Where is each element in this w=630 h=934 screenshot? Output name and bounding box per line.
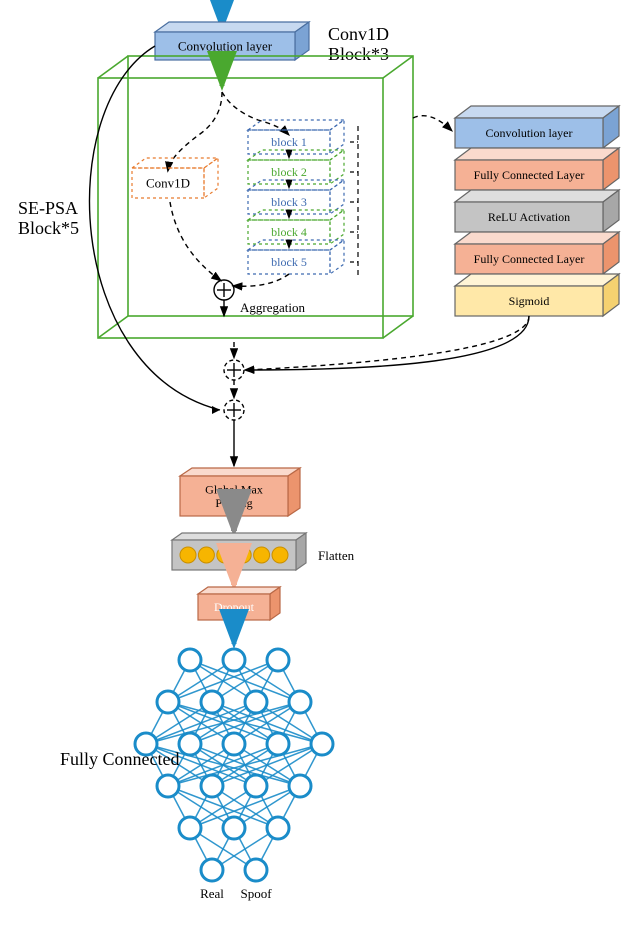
svg-text:Fully Connected Layer: Fully Connected Layer <box>474 168 585 182</box>
svg-text:block 5: block 5 <box>271 255 307 269</box>
svg-text:block 3: block 3 <box>271 195 307 209</box>
svg-text:Dropout: Dropout <box>214 600 255 614</box>
svg-text:Block*5: Block*5 <box>18 218 79 238</box>
svg-text:Sigmoid: Sigmoid <box>509 294 550 308</box>
svg-text:Fully Connected: Fully Connected <box>60 749 180 769</box>
svg-text:Block*3: Block*3 <box>328 44 389 64</box>
svg-text:Convolution layer: Convolution layer <box>178 39 273 54</box>
svg-text:Global Max: Global Max <box>205 482 263 496</box>
svg-text:Flatten: Flatten <box>318 548 355 563</box>
svg-text:Aggregation: Aggregation <box>240 300 305 315</box>
svg-text:block 2: block 2 <box>271 165 307 179</box>
svg-text:block 1: block 1 <box>271 135 307 149</box>
svg-text:Pooling: Pooling <box>215 496 252 510</box>
svg-text:Convolution layer: Convolution layer <box>486 126 573 140</box>
svg-text:Real: Real <box>200 886 224 901</box>
svg-text:Conv1D: Conv1D <box>146 176 190 191</box>
svg-text:ReLU Activation: ReLU Activation <box>488 210 570 224</box>
svg-text:Spoof: Spoof <box>240 886 272 901</box>
svg-text:SE-PSA: SE-PSA <box>18 198 78 218</box>
svg-text:block 4: block 4 <box>271 225 307 239</box>
svg-text:Fully Connected Layer: Fully Connected Layer <box>474 252 585 266</box>
svg-text:Conv1D: Conv1D <box>328 24 389 44</box>
